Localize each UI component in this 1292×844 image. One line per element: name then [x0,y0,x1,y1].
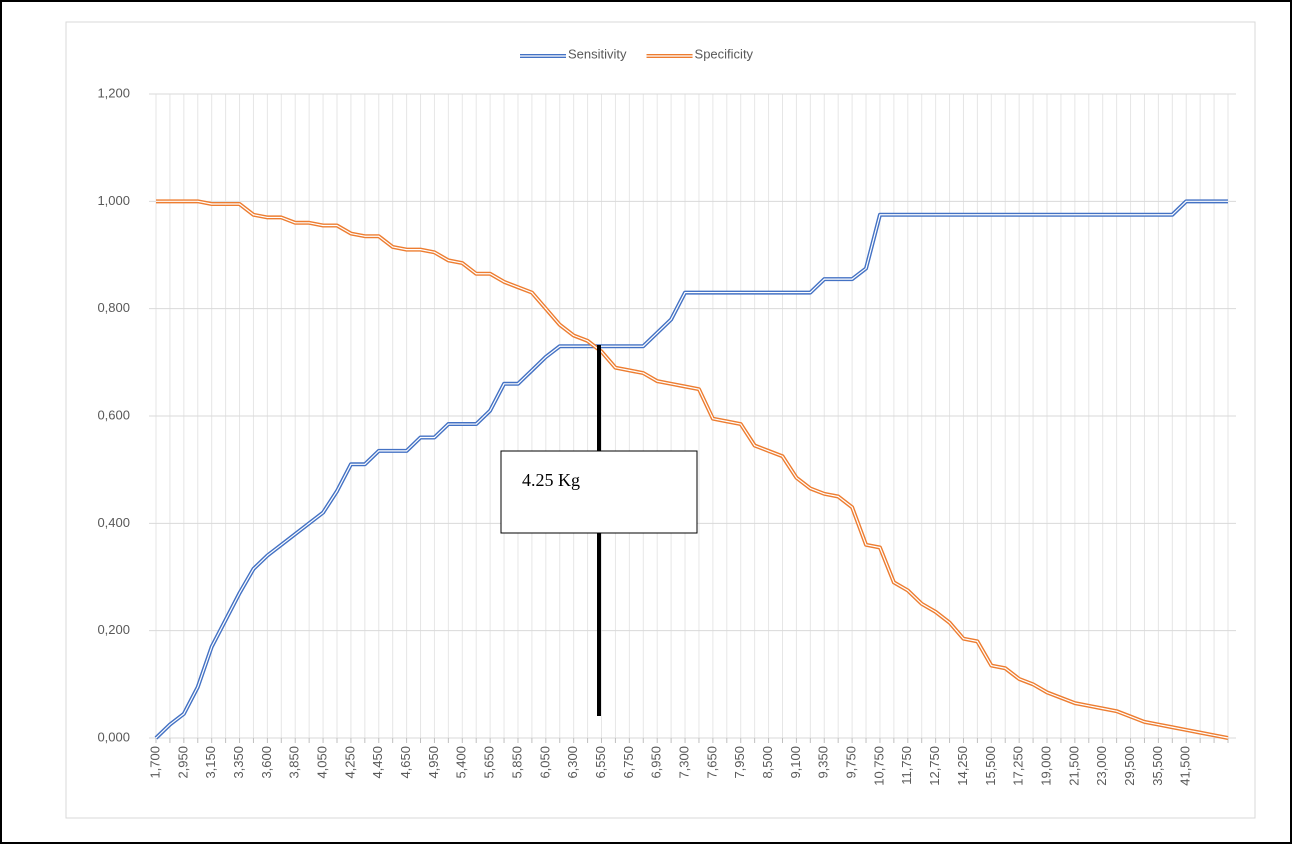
legend: Sensitivity Specificity [520,46,754,61]
x-tick-label: 6,750 [621,746,636,779]
legend-label: Specificity [695,46,754,61]
x-tick-label: 9,100 [788,746,803,779]
x-tick-label: 7,950 [732,746,747,779]
x-tick-label: 9,350 [816,746,831,779]
x-tick-label: 7,300 [676,746,691,779]
x-tick-label: 3,600 [259,746,274,779]
x-tick-label: 11,750 [899,746,914,785]
legend-label: Sensitivity [568,46,627,61]
x-tick-label: 6,950 [649,746,664,779]
grid: 0,000 0,200 0,400 0,600 0,800 1,000 1,200 1,700… [97,85,1236,786]
x-tick-label: 5,400 [454,746,469,779]
x-tick-label: 4,950 [426,746,441,779]
x-tick-label: 3,150 [203,746,218,779]
x-tick-label: 5,850 [509,746,524,779]
annotation-box [500,450,698,534]
x-tick-label: 15,500 [983,746,998,786]
y-tick-label: 0,800 [97,300,130,315]
y-tick-label: 0,000 [97,729,130,744]
x-tick-label: 21,500 [1066,746,1081,786]
x-tick-label: 29,500 [1122,746,1137,786]
x-tick-label: 4,650 [398,746,413,779]
x-tick-label: 6,550 [593,746,608,779]
y-tick-label: 0,600 [97,407,130,422]
x-tick-label: 17,250 [1011,746,1026,786]
x-tick-label: 10,750 [871,746,886,786]
x-tick-label: 2,950 [175,746,190,779]
series-line-core [156,200,1229,739]
annotation-text: 4.25 Kg [522,470,580,490]
x-tick-label: 4,250 [342,746,357,779]
x-tick-label: 9,750 [844,746,859,779]
x-tick-label: 4,450 [370,746,385,779]
x-tick-label: 1,700 [147,746,162,779]
x-tick-label: 23,000 [1094,746,1109,786]
y-tick-label: 1,000 [97,193,130,208]
y-tick-label: 1,200 [97,85,130,100]
x-tick-label: 14,250 [955,746,970,786]
x-tick-label: 19,000 [1038,746,1053,786]
x-tick-label: 3,350 [231,746,246,779]
x-tick-label: 35,500 [1150,746,1165,786]
y-tick-label: 0,400 [97,515,130,530]
y-tick-label: 0,200 [97,622,130,637]
series-line-core [155,200,1228,739]
plot [154,199,1229,740]
x-tick-label: 3,850 [287,746,302,779]
x-tick-label: 8,500 [760,746,775,779]
x-tick-label: 12,750 [927,746,942,786]
x-tick-label: 6,050 [537,746,552,779]
x-tick-label: 41,500 [1178,746,1193,786]
x-tick-label: 6,300 [565,746,580,779]
x-tick-label: 4,050 [315,746,330,779]
chart-area [65,21,1256,819]
x-tick-label: 5,650 [482,746,497,779]
x-tick-label: 7,650 [704,746,719,779]
